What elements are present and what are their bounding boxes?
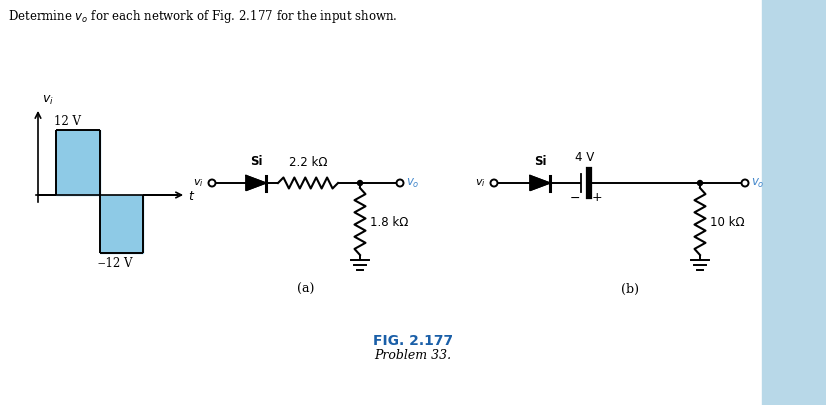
- Text: Determine $v_o$ for each network of Fig. 2.177 for the input shown.: Determine $v_o$ for each network of Fig.…: [8, 8, 397, 25]
- Text: Problem 33.: Problem 33.: [374, 348, 452, 361]
- Text: (a): (a): [297, 282, 315, 295]
- Text: 10 kΩ: 10 kΩ: [710, 215, 744, 228]
- Text: FIG. 2.177: FIG. 2.177: [373, 333, 453, 347]
- Circle shape: [697, 181, 702, 186]
- Text: $+$: $+$: [591, 190, 603, 203]
- Text: $t$: $t$: [188, 190, 195, 203]
- Text: 1.8 kΩ: 1.8 kΩ: [370, 215, 408, 228]
- Text: $v_o$: $v_o$: [751, 176, 765, 189]
- Text: Si: Si: [534, 155, 546, 168]
- Bar: [100, 196, 143, 254]
- Text: ‒12 V: ‒12 V: [98, 256, 132, 269]
- Text: (b): (b): [620, 282, 638, 295]
- Text: $v_i$: $v_i$: [475, 177, 486, 188]
- Text: $v_i$: $v_i$: [42, 94, 54, 107]
- Circle shape: [358, 181, 363, 186]
- Polygon shape: [246, 176, 266, 191]
- Text: $v_o$: $v_o$: [406, 176, 420, 189]
- Text: $v_i$: $v_i$: [193, 177, 204, 188]
- Text: 4 V: 4 V: [576, 151, 595, 164]
- Text: 12 V: 12 V: [54, 115, 81, 128]
- Polygon shape: [530, 176, 550, 191]
- Bar: [762, 0, 826, 405]
- Bar: [56, 131, 100, 196]
- Text: 2.2 kΩ: 2.2 kΩ: [289, 156, 327, 168]
- Text: Si: Si: [249, 155, 262, 168]
- Text: $-$: $-$: [569, 190, 581, 203]
